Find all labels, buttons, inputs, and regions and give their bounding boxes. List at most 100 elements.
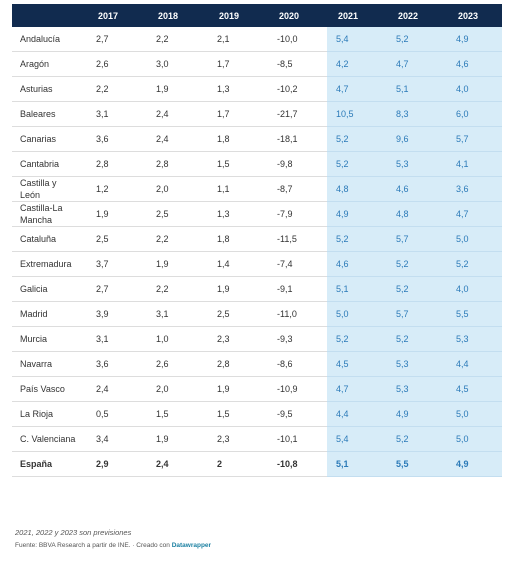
value-cell: 4,4 — [327, 401, 387, 427]
region-cell: País Vasco — [12, 376, 87, 402]
table-row: Castilla-La Mancha 1,9 2,5 1,3 -7,9 4,9 4,8 4,7 — [12, 201, 502, 227]
value-cell: 1,9 — [147, 76, 208, 102]
value-cell: -7,4 — [268, 251, 327, 277]
table-row: Galicia 2,7 2,2 1,9 -9,1 5,1 5,2 4,0 — [12, 276, 502, 302]
value-cell: 10,5 — [327, 101, 387, 127]
header-cell: 2021 — [327, 4, 387, 27]
value-cell: 5,1 — [387, 76, 447, 102]
header-cell: 2023 — [447, 4, 502, 27]
source-link[interactable]: Datawrapper — [171, 542, 212, 549]
value-cell: 2,8 — [208, 351, 268, 377]
value-cell: 1,9 — [147, 426, 208, 452]
value-cell: 1,5 — [208, 151, 268, 177]
table-row: Andalucía 2,7 2,2 2,1 -10,0 5,4 5,2 4,9 — [12, 27, 502, 52]
value-cell: 2,4 — [87, 376, 147, 402]
value-cell: 2,0 — [147, 376, 208, 402]
value-cell: 2,8 — [147, 151, 208, 177]
value-cell: 2,7 — [87, 276, 147, 302]
table-row: Canarias 3,6 2,4 1,8 -18,1 5,2 9,6 5,7 — [12, 126, 502, 152]
table-row: Extremadura 3,7 1,9 1,4 -7,4 4,6 5,2 5,2 — [12, 251, 502, 277]
value-cell: 4,9 — [447, 451, 502, 477]
value-cell: -10,1 — [268, 426, 327, 452]
header-row: 2017 2018 2019 2020 2021 2022 2023 — [12, 4, 502, 27]
value-cell: 5,2 — [387, 326, 447, 352]
value-cell: 4,4 — [447, 351, 502, 377]
value-cell: 1,5 — [208, 401, 268, 427]
value-cell: 2,7 — [87, 27, 147, 52]
value-cell: 4,7 — [327, 76, 387, 102]
table-row: España 2,9 2,4 2 -10,8 5,1 5,5 4,9 — [12, 451, 502, 477]
value-cell: 4,9 — [387, 401, 447, 427]
value-cell: 4,0 — [447, 276, 502, 302]
value-cell: 1,0 — [147, 326, 208, 352]
value-cell: 3,6 — [87, 351, 147, 377]
value-cell: 4,9 — [447, 27, 502, 52]
value-cell: -7,9 — [268, 201, 327, 227]
value-cell: 1,9 — [87, 201, 147, 227]
value-cell: 2,5 — [208, 301, 268, 327]
value-cell: 2,0 — [147, 176, 208, 202]
value-cell: 5,3 — [447, 326, 502, 352]
region-cell: Extremadura — [12, 251, 87, 277]
table-row: C. Valenciana 3,4 1,9 2,3 -10,1 5,4 5,2 5,0 — [12, 426, 502, 452]
value-cell: 4,6 — [327, 251, 387, 277]
value-cell: 5,0 — [447, 401, 502, 427]
value-cell: 1,9 — [208, 376, 268, 402]
value-cell: 5,3 — [387, 351, 447, 377]
value-cell: 3,7 — [87, 251, 147, 277]
value-cell: 5,2 — [387, 27, 447, 52]
table-row: Aragón 2,6 3,0 1,7 -8,5 4,2 4,7 4,6 — [12, 51, 502, 77]
value-cell: 1,2 — [87, 176, 147, 202]
header-cell: 2018 — [147, 4, 208, 27]
value-cell: 2,4 — [147, 101, 208, 127]
table-row: Navarra 3,6 2,6 2,8 -8,6 4,5 5,3 4,4 — [12, 351, 502, 377]
value-cell: -21,7 — [268, 101, 327, 127]
region-cell: España — [12, 451, 87, 477]
header-cell — [12, 4, 87, 27]
value-cell: 2,2 — [147, 226, 208, 252]
value-cell: 4,2 — [327, 51, 387, 77]
value-cell: 0,5 — [87, 401, 147, 427]
value-cell: 3,1 — [147, 301, 208, 327]
value-cell: 5,2 — [447, 251, 502, 277]
value-cell: 1,8 — [208, 226, 268, 252]
value-cell: 5,7 — [387, 226, 447, 252]
value-cell: 5,2 — [327, 151, 387, 177]
table-body: Andalucía 2,7 2,2 2,1 -10,0 5,4 5,2 4,9 Aragón 2,… — [12, 27, 502, 477]
value-cell: 2,8 — [87, 151, 147, 177]
value-cell: -9,3 — [268, 326, 327, 352]
value-cell: 5,5 — [387, 451, 447, 477]
source-text: Fuente: BBVA Research a partir de INE. ·… — [15, 542, 170, 549]
table-row: La Rioja 0,5 1,5 1,5 -9,5 4,4 4,9 5,0 — [12, 401, 502, 427]
value-cell: 5,1 — [327, 276, 387, 302]
region-cell: Aragón — [12, 51, 87, 77]
value-cell: 4,6 — [447, 51, 502, 77]
source: Fuente: BBVA Research a partir de INE. ·… — [15, 542, 211, 549]
value-cell: 1,9 — [208, 276, 268, 302]
value-cell: 5,3 — [387, 151, 447, 177]
region-cell: La Rioja — [12, 401, 87, 427]
value-cell: 1,8 — [208, 126, 268, 152]
value-cell: 5,2 — [327, 226, 387, 252]
header-cell: 2022 — [387, 4, 447, 27]
region-cell: Navarra — [12, 351, 87, 377]
value-cell: 2,3 — [208, 426, 268, 452]
value-cell: 4,9 — [327, 201, 387, 227]
region-cell: Murcia — [12, 326, 87, 352]
value-cell: 6,0 — [447, 101, 502, 127]
value-cell: 4,1 — [447, 151, 502, 177]
value-cell: 8,3 — [387, 101, 447, 127]
header-cell: 2020 — [268, 4, 327, 27]
value-cell: 2,5 — [147, 201, 208, 227]
table-wrap: 2017 2018 2019 2020 2021 2022 2023 Andalucía 2,… — [12, 4, 502, 477]
value-cell: 2,5 — [87, 226, 147, 252]
value-cell: 5,0 — [447, 226, 502, 252]
table-row: Murcia 3,1 1,0 2,3 -9,3 5,2 5,2 5,3 — [12, 326, 502, 352]
table-row: Cantabria 2,8 2,8 1,5 -9,8 5,2 5,3 4,1 — [12, 151, 502, 177]
value-cell: 3,1 — [87, 326, 147, 352]
region-cell: Andalucía — [12, 27, 87, 52]
region-cell: Cantabria — [12, 151, 87, 177]
value-cell: -10,0 — [268, 27, 327, 52]
value-cell: 2,6 — [147, 351, 208, 377]
